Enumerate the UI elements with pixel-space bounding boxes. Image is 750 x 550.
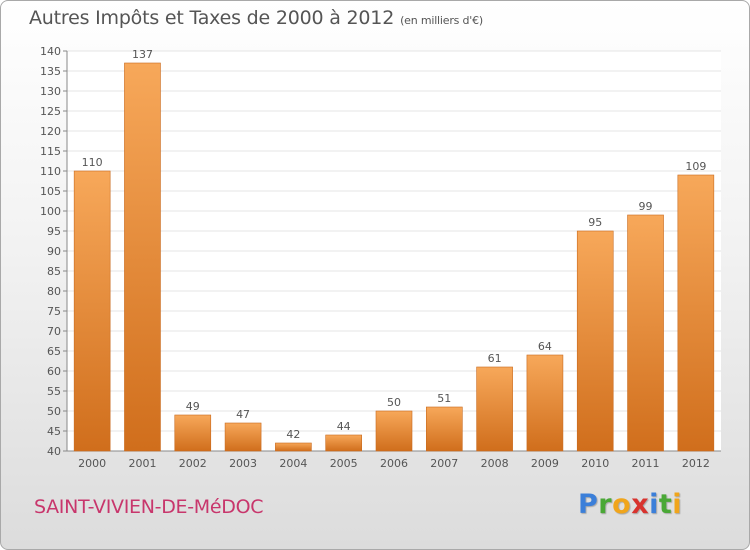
- data-label-2002: 49: [186, 400, 200, 413]
- logo-letter: i: [672, 489, 683, 520]
- data-label-2006: 50: [387, 396, 401, 409]
- y-tick-label: 45: [47, 425, 61, 438]
- data-label-2004: 42: [286, 428, 300, 441]
- bar-2007: [426, 406, 463, 452]
- data-label-2009: 64: [538, 340, 552, 353]
- x-tick-label-2008: 2008: [481, 457, 509, 470]
- data-label-2001: 137: [132, 48, 153, 61]
- y-tick-label: 115: [40, 145, 61, 158]
- y-tick-label: 55: [47, 385, 61, 398]
- bar-2009: [526, 354, 564, 452]
- x-tick-label-2003: 2003: [229, 457, 257, 470]
- chart-subtitle: (en milliers d'€): [400, 14, 483, 27]
- bar-2002: [174, 414, 212, 452]
- x-tick-label-2011: 2011: [632, 457, 660, 470]
- y-tick-label: 125: [40, 105, 61, 118]
- logo-letter: r: [598, 489, 613, 520]
- logo-letter: i: [649, 489, 659, 520]
- y-tick-label: 90: [47, 245, 61, 258]
- y-tick-label: 135: [40, 65, 61, 78]
- data-label-2003: 47: [236, 408, 250, 421]
- x-tick-label-2009: 2009: [531, 457, 559, 470]
- y-tick-label: 40: [47, 445, 61, 458]
- logo-letter: x: [631, 489, 650, 520]
- y-tick-label: 50: [47, 405, 61, 418]
- x-tick-label-2005: 2005: [330, 457, 358, 470]
- y-tick-label: 120: [40, 125, 61, 138]
- x-tick-label-2000: 2000: [78, 457, 106, 470]
- y-tick-label: 105: [40, 185, 61, 198]
- chart-title: Autres Impôts et Taxes de 2000 à 2012 (en…: [29, 7, 483, 29]
- x-tick-label-2004: 2004: [279, 457, 307, 470]
- bar-2005: [325, 434, 362, 452]
- y-tick-label: 110: [40, 165, 61, 178]
- y-tick-label: 85: [47, 265, 61, 278]
- y-tick-label: 65: [47, 345, 61, 358]
- proxiti-logo: Proxiti: [578, 489, 682, 520]
- chart-title-text: Autres Impôts et Taxes de 2000 à 2012: [29, 7, 395, 29]
- x-tick-label-2010: 2010: [581, 457, 609, 470]
- data-label-2007: 51: [437, 392, 451, 405]
- y-tick-label: 95: [47, 225, 61, 238]
- x-tick-label-2012: 2012: [682, 457, 710, 470]
- bar-2001: [124, 62, 161, 452]
- logo-letter: o: [612, 489, 632, 520]
- x-tick-label-2002: 2002: [179, 457, 207, 470]
- x-tick-label-2001: 2001: [128, 457, 156, 470]
- logo-letter: P: [578, 489, 599, 520]
- bar-2008: [476, 366, 513, 452]
- y-tick-label: 100: [40, 205, 61, 218]
- bar-2000: [73, 170, 111, 452]
- bar-2004: [275, 442, 312, 452]
- data-label-2000: 110: [82, 156, 103, 169]
- bar-2010: [576, 230, 614, 452]
- y-tick-label: 75: [47, 305, 61, 318]
- commune-name: SAINT-VIVIEN-DE-MéDOC: [34, 496, 264, 518]
- x-tick-label-2006: 2006: [380, 457, 408, 470]
- y-tick-label: 80: [47, 285, 61, 298]
- bar-2012: [677, 174, 715, 452]
- data-label-2005: 44: [337, 420, 351, 433]
- data-label-2012: 109: [685, 160, 706, 173]
- bar-2011: [627, 214, 664, 452]
- logo-letter: t: [658, 489, 673, 520]
- data-label-2008: 61: [488, 352, 502, 365]
- y-tick-label: 130: [40, 85, 61, 98]
- y-tick-label: 60: [47, 365, 61, 378]
- bar-2003: [224, 422, 262, 452]
- bar-2006: [375, 410, 413, 452]
- x-tick-label-2007: 2007: [430, 457, 458, 470]
- data-label-2011: 99: [639, 200, 653, 213]
- y-tick-label: 70: [47, 325, 61, 338]
- y-tick-label: 140: [40, 45, 61, 58]
- data-label-2010: 95: [588, 216, 602, 229]
